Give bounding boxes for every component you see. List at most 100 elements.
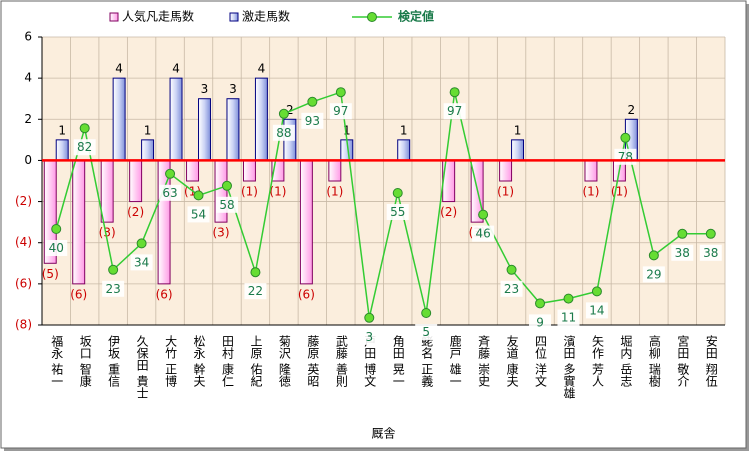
data-label-box — [45, 240, 68, 256]
x-tick-label: 角田 晃一 — [391, 335, 405, 387]
data-label: (6) — [70, 287, 87, 301]
data-label: 14 — [589, 303, 604, 317]
marker — [392, 188, 403, 198]
marker — [648, 250, 659, 261]
data-label: 4 — [172, 62, 180, 76]
y-tick-label: 0 — [24, 153, 32, 167]
bar — [141, 139, 155, 161]
data-label: (2) — [127, 205, 144, 219]
data-label: 58 — [219, 198, 234, 212]
marker — [193, 190, 204, 201]
x-tick-label: 高柳 瑞樹 — [647, 334, 661, 387]
bar — [129, 159, 143, 203]
marker — [506, 264, 517, 275]
data-label-box — [215, 196, 238, 213]
legend-marker — [367, 12, 377, 22]
data-label: (6) — [298, 287, 315, 301]
data-label: (1) — [269, 185, 286, 199]
x-tick-label: 宮田 敬介 — [676, 334, 690, 387]
data-label: 3 — [201, 82, 209, 96]
x-tick-label: 友道 康夫 — [505, 335, 519, 388]
data-label-box — [386, 204, 409, 220]
data-label: 11 — [561, 311, 576, 325]
data-label-box — [329, 103, 352, 120]
data-label: (1) — [611, 185, 628, 199]
data-label-box — [642, 266, 665, 283]
x-tick-label: 上原 佑紀 — [249, 335, 263, 387]
bar — [100, 159, 114, 223]
y-tick-label: 4 — [24, 71, 32, 85]
data-label-box — [443, 103, 466, 120]
data-label: 93 — [305, 114, 320, 128]
marker — [221, 180, 232, 191]
data-label-box — [500, 280, 523, 297]
x-axis-title: 厩舎 — [371, 427, 395, 441]
marker — [51, 224, 62, 234]
marker — [421, 308, 432, 318]
bar — [584, 159, 598, 182]
data-label: (6) — [156, 287, 173, 301]
y-tick-label: (8) — [15, 318, 32, 332]
data-label-box — [415, 324, 438, 340]
data-label: 2 — [628, 103, 636, 117]
data-label: (2) — [440, 205, 457, 219]
x-tick-label: 安田 翔伍 — [704, 334, 718, 387]
bar — [328, 159, 342, 182]
x-tick-label: 戸田 博文 — [363, 335, 377, 387]
x-tick-label: 斉藤 崇史 — [477, 334, 491, 387]
legend-swatch — [109, 12, 119, 22]
data-label: (1) — [241, 185, 258, 199]
bar — [186, 159, 200, 182]
marker — [535, 298, 546, 309]
x-tick-label: 田村 康仁 — [220, 335, 234, 387]
data-label: 1 — [343, 123, 351, 137]
data-label-box — [358, 328, 381, 345]
data-label: 88 — [276, 126, 291, 140]
data-label: 3 — [365, 330, 373, 344]
marker — [79, 123, 90, 134]
y-tick-label: (2) — [15, 194, 32, 208]
data-label: 63 — [162, 186, 177, 200]
marker — [591, 286, 602, 297]
marker — [136, 238, 147, 249]
data-label-box — [671, 244, 694, 261]
marker — [108, 264, 119, 275]
data-label-box — [244, 283, 267, 300]
y-tick-label: 2 — [24, 112, 32, 126]
marker — [677, 228, 688, 239]
data-label: 5 — [422, 325, 430, 339]
marker — [449, 87, 460, 98]
x-tick-label: 松永 幹夫 — [192, 335, 206, 388]
x-tick-label: 藤原 英昭 — [306, 335, 320, 387]
legend: 人気凡走馬数 激走馬数 検定値 — [109, 9, 434, 24]
x-tick-label: 四位 洋文 — [534, 335, 548, 387]
marker — [278, 108, 289, 119]
marker — [364, 312, 375, 323]
bar — [169, 77, 183, 161]
y-tick-label: (4) — [15, 235, 32, 249]
data-label: 3 — [229, 82, 237, 96]
data-label: 1 — [514, 123, 522, 137]
data-label: 23 — [106, 282, 121, 296]
bar — [242, 159, 256, 182]
data-label: 78 — [618, 150, 633, 164]
legend-swatch — [229, 12, 239, 22]
data-label: 97 — [333, 104, 348, 118]
legend-label: 激走馬数 — [242, 9, 290, 24]
marker — [705, 228, 716, 239]
bar — [112, 77, 126, 161]
data-label: 4 — [115, 62, 123, 76]
data-label: 29 — [646, 267, 661, 281]
data-label: 1 — [58, 123, 66, 137]
data-label: 82 — [77, 140, 92, 154]
marker — [250, 267, 261, 278]
data-label-box — [102, 280, 125, 297]
data-label: 97 — [447, 104, 462, 118]
x-tick-label: 福永 祐一 — [50, 334, 64, 387]
data-label-box — [301, 112, 324, 129]
y-tick-label: (6) — [15, 276, 32, 290]
bar — [299, 159, 313, 285]
data-label: (3) — [213, 226, 230, 240]
data-label-box — [472, 225, 495, 242]
